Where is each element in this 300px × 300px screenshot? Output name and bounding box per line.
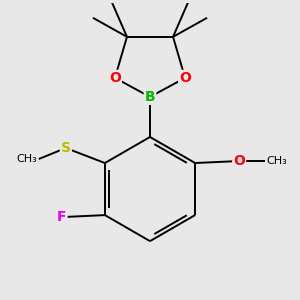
Text: O: O: [233, 154, 245, 168]
Text: CH₃: CH₃: [16, 154, 37, 164]
Text: O: O: [179, 71, 191, 85]
Text: B: B: [145, 90, 155, 104]
Text: CH₃: CH₃: [266, 156, 287, 166]
Text: F: F: [57, 210, 67, 224]
Text: O: O: [109, 71, 121, 85]
Text: S: S: [61, 141, 71, 155]
